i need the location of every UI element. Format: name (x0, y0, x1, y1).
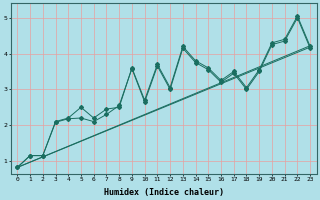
X-axis label: Humidex (Indice chaleur): Humidex (Indice chaleur) (104, 188, 224, 197)
